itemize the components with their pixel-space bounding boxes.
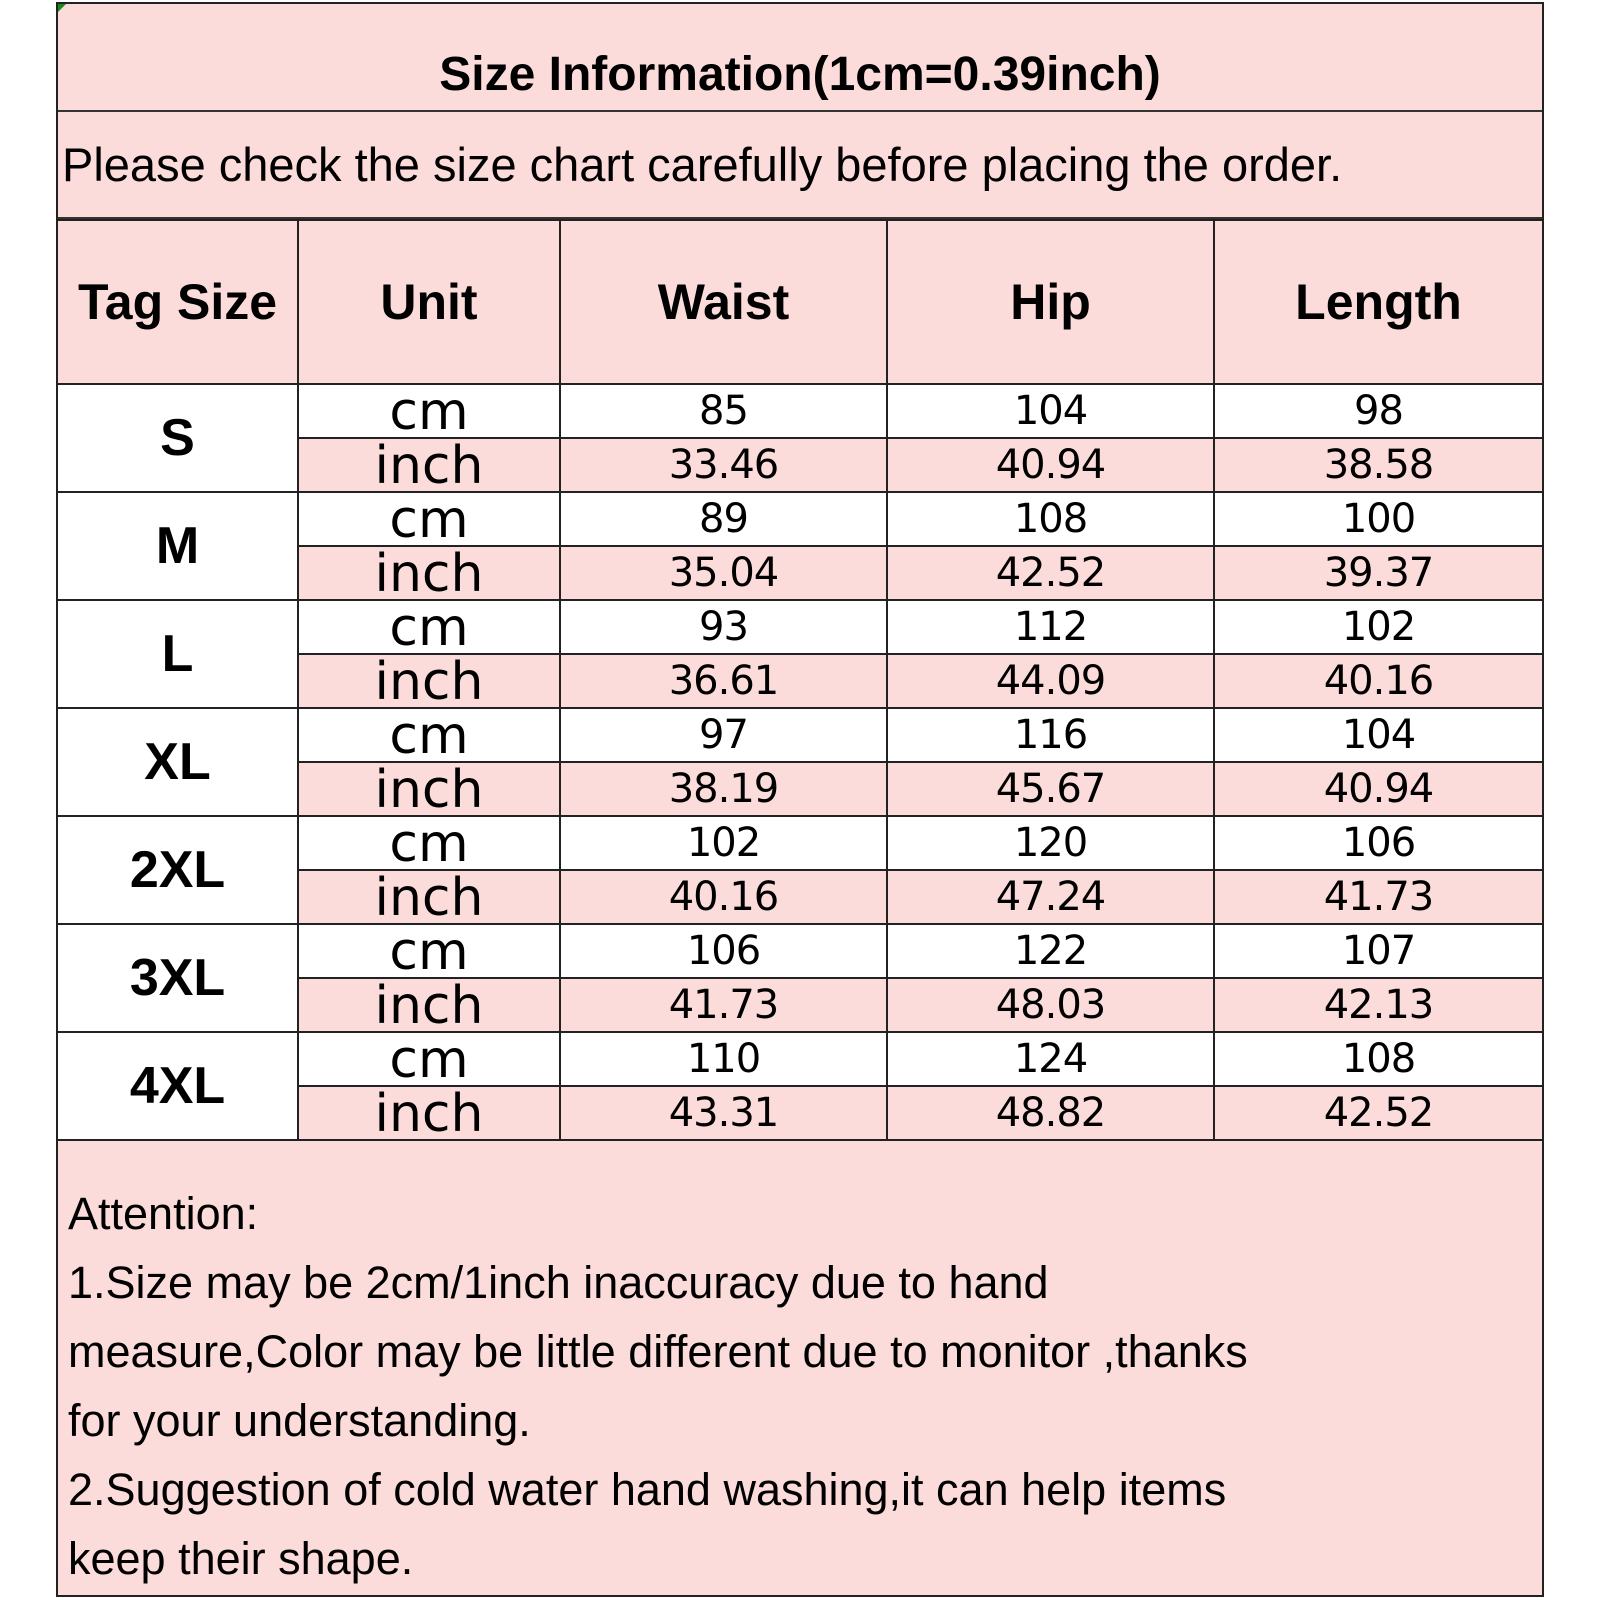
attention-line: 1.Size may be 2cm/1inch inaccuracy due t…: [68, 1257, 1049, 1308]
waist-inch-cell: 33.46: [559, 437, 888, 493]
length-cm-cell: 106: [1213, 815, 1542, 871]
length-cm-cell: 107: [1213, 923, 1542, 979]
unit-cell: cm: [297, 383, 561, 439]
tag-size-cell: 2XL: [58, 815, 299, 925]
waist-cm-cell: 97: [559, 707, 888, 763]
waist-cm-cell: 85: [559, 383, 888, 439]
unit-cell: inch: [298, 1085, 561, 1141]
tag-size-cell: M: [58, 491, 299, 601]
size-row-inch: inch 40.16 47.24 41.73: [58, 869, 1542, 925]
attention-line: keep their shape.: [68, 1533, 414, 1584]
hip-inch-cell: 48.82: [886, 1085, 1215, 1141]
size-row-cm: 2XL cm 102 120 106: [58, 815, 1542, 925]
length-inch-cell: 42.13: [1213, 977, 1542, 1033]
size-row-inch: inch 33.46 40.94 38.58: [58, 437, 1542, 493]
hip-cm-cell: 116: [886, 707, 1215, 763]
waist-inch-cell: 43.31: [559, 1085, 888, 1141]
header-waist: Waist: [559, 219, 888, 385]
hip-cm-cell: 108: [886, 491, 1215, 547]
size-row-cm: 3XL cm 106 122 107: [58, 923, 1542, 1033]
size-row-cm: XL cm 97 116 104: [58, 707, 1542, 817]
unit-cell: inch: [298, 545, 561, 601]
hip-cm-cell: 122: [886, 923, 1215, 979]
waist-cm-cell: 106: [559, 923, 888, 979]
size-row-inch: inch 41.73 48.03 42.13: [58, 977, 1542, 1033]
attention-heading: Attention:: [68, 1188, 259, 1239]
length-cm-cell: 104: [1213, 707, 1542, 763]
tag-size-cell: 3XL: [58, 923, 299, 1033]
unit-cell: cm: [297, 599, 561, 655]
hip-inch-cell: 40.94: [886, 437, 1215, 493]
header-length: Length: [1213, 219, 1542, 385]
hip-cm-cell: 104: [886, 383, 1215, 439]
length-inch-cell: 41.73: [1213, 869, 1542, 925]
waist-inch-cell: 38.19: [559, 761, 888, 817]
tag-size-cell: 4XL: [58, 1031, 299, 1141]
unit-cell: cm: [297, 1031, 561, 1087]
header-hip: Hip: [886, 219, 1215, 385]
tag-size-cell: XL: [58, 707, 299, 817]
hip-inch-cell: 48.03: [886, 977, 1215, 1033]
unit-cell: cm: [297, 491, 561, 547]
waist-inch-cell: 40.16: [559, 869, 888, 925]
attention-line: 2.Suggestion of cold water hand washing,…: [68, 1464, 1227, 1515]
attention-notes: Attention: 1.Size may be 2cm/1inch inacc…: [58, 1141, 1542, 1593]
size-row-cm: 4XL cm 110 124 108: [58, 1031, 1542, 1141]
length-cm-cell: 98: [1213, 383, 1542, 439]
waist-inch-cell: 41.73: [559, 977, 888, 1033]
unit-cell: inch: [298, 761, 561, 817]
size-row-inch: inch 36.61 44.09 40.16: [58, 653, 1542, 709]
unit-cell: inch: [298, 437, 561, 493]
length-inch-cell: 42.52: [1213, 1085, 1542, 1141]
corner-marker: [58, 4, 66, 12]
waist-cm-cell: 93: [559, 599, 888, 655]
unit-cell: cm: [297, 707, 561, 763]
length-inch-cell: 39.37: [1213, 545, 1542, 601]
waist-inch-cell: 35.04: [559, 545, 888, 601]
length-inch-cell: 40.16: [1213, 653, 1542, 709]
hip-cm-cell: 124: [886, 1031, 1215, 1087]
length-cm-cell: 100: [1213, 491, 1542, 547]
chart-title: Size Information(1cm=0.39inch): [58, 4, 1542, 112]
tag-size-cell: S: [58, 383, 299, 493]
hip-inch-cell: 45.67: [886, 761, 1215, 817]
header-tag-size: Tag Size: [58, 219, 299, 385]
unit-cell: inch: [298, 869, 561, 925]
length-cm-cell: 102: [1213, 599, 1542, 655]
length-inch-cell: 40.94: [1213, 761, 1542, 817]
waist-cm-cell: 89: [559, 491, 888, 547]
unit-cell: cm: [297, 815, 561, 871]
unit-cell: inch: [298, 977, 561, 1033]
hip-cm-cell: 112: [886, 599, 1215, 655]
tag-size-cell: L: [58, 599, 299, 709]
header-row: Tag Size Unit Waist Hip Length: [58, 219, 1542, 385]
attention-line: for your understanding.: [68, 1395, 531, 1446]
waist-inch-cell: 36.61: [559, 653, 888, 709]
hip-inch-cell: 44.09: [886, 653, 1215, 709]
size-row-inch: inch 43.31 48.82 42.52: [58, 1085, 1542, 1141]
waist-cm-cell: 102: [559, 815, 888, 871]
unit-cell: cm: [297, 923, 561, 979]
size-row-inch: inch 35.04 42.52 39.37: [58, 545, 1542, 601]
unit-cell: inch: [298, 653, 561, 709]
size-chart: Size Information(1cm=0.39inch) Please ch…: [56, 2, 1544, 1597]
hip-inch-cell: 47.24: [886, 869, 1215, 925]
length-cm-cell: 108: [1213, 1031, 1542, 1087]
size-row-inch: inch 38.19 45.67 40.94: [58, 761, 1542, 817]
attention-line: measure,Color may be little different du…: [68, 1326, 1248, 1377]
hip-inch-cell: 42.52: [886, 545, 1215, 601]
hip-cm-cell: 120: [886, 815, 1215, 871]
length-inch-cell: 38.58: [1213, 437, 1542, 493]
waist-cm-cell: 110: [559, 1031, 888, 1087]
chart-subtitle: Please check the size chart carefully be…: [58, 112, 1542, 219]
header-unit: Unit: [297, 219, 561, 385]
